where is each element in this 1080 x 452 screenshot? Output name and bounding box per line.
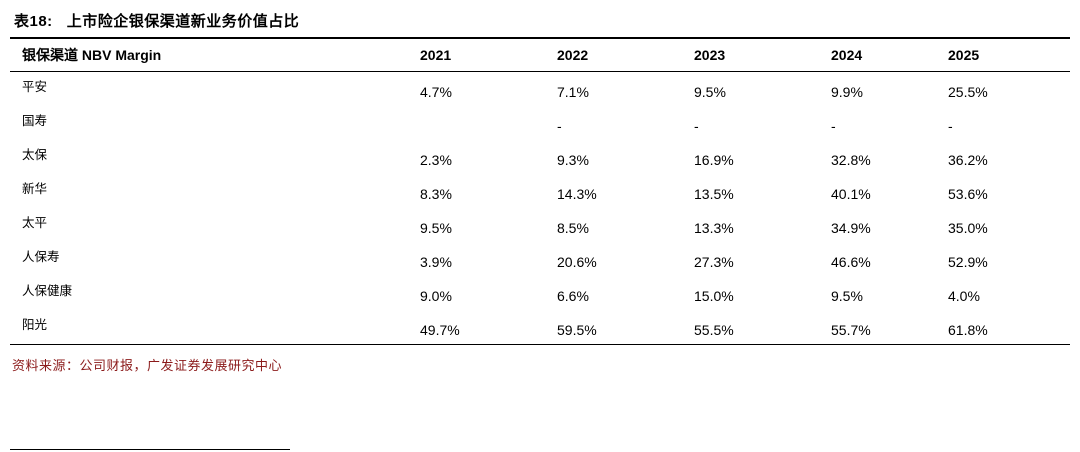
row-label: 国寿	[22, 114, 48, 128]
table-cell: -	[831, 118, 836, 134]
table-cell: 8.3%	[420, 186, 452, 202]
table-cell: 16.9%	[694, 152, 734, 168]
table-cell: 46.6%	[831, 254, 871, 270]
table-cell: 32.8%	[831, 152, 871, 168]
table-cell: 59.5%	[557, 322, 597, 338]
table-cell: 36.2%	[948, 152, 988, 168]
title-divider	[10, 37, 1070, 39]
table-cell	[420, 106, 557, 140]
header-cell-2022: 2022	[557, 47, 589, 63]
table-cell: 49.7%	[420, 322, 460, 338]
table-cell: 35.0%	[948, 220, 988, 236]
table-cell: 9.5%	[831, 288, 863, 304]
table-row: 人保健康 9.0% 6.6% 15.0% 9.5% 4.0%	[10, 276, 1070, 310]
table-cell: 9.5%	[694, 84, 726, 100]
header-cell-2021: 2021	[420, 47, 452, 63]
table-cell: 14.3%	[557, 186, 597, 202]
table-cell: 7.1%	[557, 84, 589, 100]
table-cell: 25.5%	[948, 84, 988, 100]
header-cell-2024: 2024	[831, 47, 863, 63]
table-cell: 9.5%	[420, 220, 452, 236]
table-header-row: 银保渠道 NBV Margin 2021 2022 2023 2024 2025	[10, 39, 1070, 71]
table-cell: 34.9%	[831, 220, 871, 236]
table-cell: 9.3%	[557, 152, 589, 168]
table-row: 平安 4.7% 7.1% 9.5% 9.9% 25.5%	[10, 72, 1070, 106]
table-cell: 3.9%	[420, 254, 452, 270]
table-cell: 27.3%	[694, 254, 734, 270]
row-label: 阳光	[22, 318, 48, 332]
row-label: 新华	[22, 182, 48, 196]
table-title-text: 上市险企银保渠道新业务价值占比	[66, 13, 300, 30]
table-cell: 61.8%	[948, 322, 988, 338]
table-cell: 9.9%	[831, 84, 863, 100]
source-note: 资料来源：公司财报，广发证券发展研究中心	[12, 358, 283, 373]
table-bottom-divider	[10, 344, 1070, 345]
table-cell: 55.5%	[694, 322, 734, 338]
header-cell-2025: 2025	[948, 47, 980, 63]
table-cell: 6.6%	[557, 288, 589, 304]
table-cell: 53.6%	[948, 186, 988, 202]
table-row: 阳光 49.7% 59.5% 55.5% 55.7% 61.8%	[10, 310, 1070, 344]
header-cell-2023: 2023	[694, 47, 726, 63]
table-cell: 8.5%	[557, 220, 589, 236]
table-row: 新华 8.3% 14.3% 13.5% 40.1% 53.6%	[10, 174, 1070, 208]
row-label: 人保健康	[22, 284, 73, 298]
table-cell: 55.7%	[831, 322, 871, 338]
table-cell: -	[694, 118, 699, 134]
table-cell: 13.5%	[694, 186, 734, 202]
row-label: 太保	[22, 148, 48, 162]
row-label: 平安	[22, 80, 48, 94]
table-row: 国寿 - - - -	[10, 106, 1070, 140]
table-cell: 9.0%	[420, 288, 452, 304]
table-cell: 4.7%	[420, 84, 452, 100]
table-cell: -	[948, 118, 953, 134]
table-number: 表18:	[14, 13, 53, 30]
table-row: 人保寿 3.9% 20.6% 27.3% 46.6% 52.9%	[10, 242, 1070, 276]
table-cell: 13.3%	[694, 220, 734, 236]
table-cell: 15.0%	[694, 288, 734, 304]
table-cell: 52.9%	[948, 254, 988, 270]
table-title: 表18: 上市险企银保渠道新业务价值占比	[0, 0, 1080, 37]
header-cell-margin: 银保渠道 NBV Margin	[22, 47, 162, 63]
table-row: 太平 9.5% 8.5% 13.3% 34.9% 35.0%	[10, 208, 1070, 242]
table-row: 太保 2.3% 9.3% 16.9% 32.8% 36.2%	[10, 140, 1070, 174]
table-cell: 4.0%	[948, 288, 980, 304]
row-label: 人保寿	[22, 250, 60, 264]
table-cell: 2.3%	[420, 152, 452, 168]
footnote-divider	[10, 449, 290, 450]
header-divider	[10, 71, 1070, 72]
table-cell: 40.1%	[831, 186, 871, 202]
row-label: 太平	[22, 216, 48, 230]
table-cell: 20.6%	[557, 254, 597, 270]
table-cell: -	[557, 118, 562, 134]
